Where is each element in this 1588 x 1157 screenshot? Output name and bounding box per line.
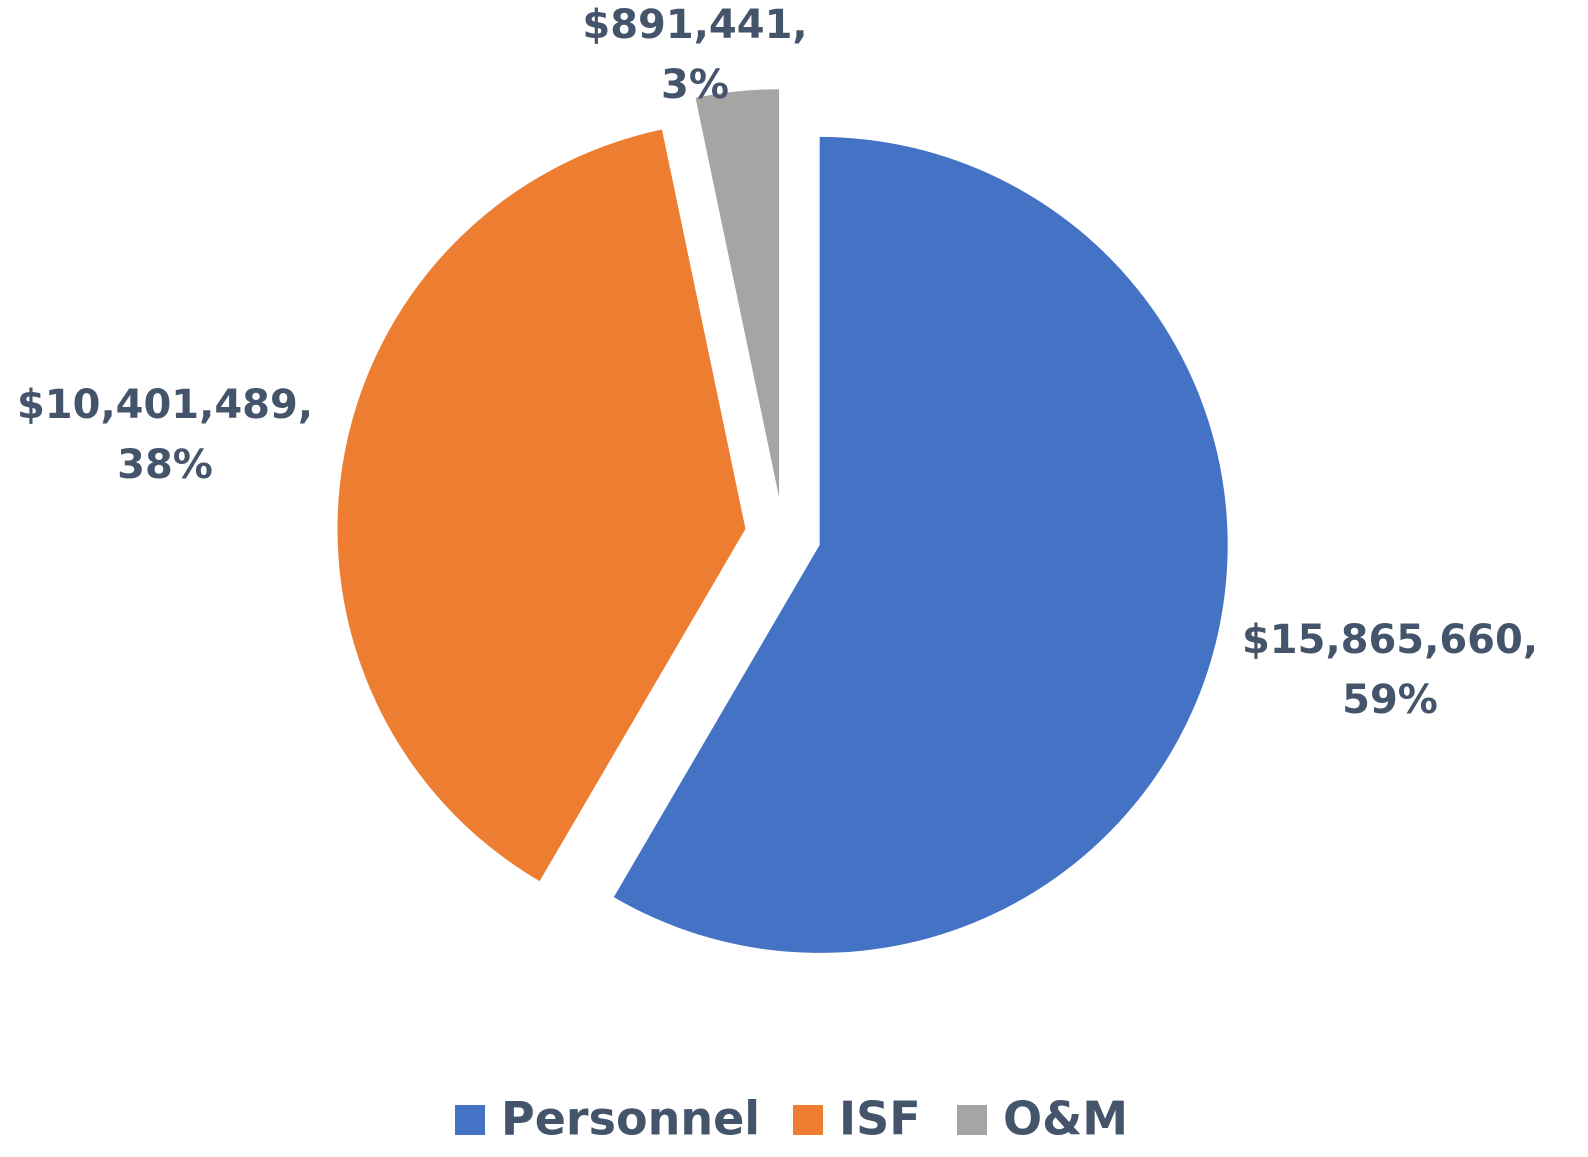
data-label: $10,401,489, 38% bbox=[16, 382, 314, 488]
pie-slice bbox=[613, 136, 1228, 953]
label-box: $15,865,660, 59% bbox=[1241, 617, 1539, 723]
data-label: $15,865,660, 59% bbox=[1241, 617, 1539, 723]
pie-slice bbox=[337, 129, 746, 882]
legend-swatch bbox=[957, 1105, 987, 1135]
legend-swatch bbox=[793, 1105, 823, 1135]
legend-label: Personnel bbox=[501, 1092, 760, 1146]
label-box: $891,441, 3% bbox=[582, 2, 808, 108]
legend-label: ISF bbox=[839, 1092, 921, 1146]
pie-slice bbox=[695, 89, 780, 498]
legend-label: O&M bbox=[1003, 1092, 1128, 1146]
legend-swatch bbox=[455, 1105, 485, 1135]
label-box: $10,401,489, 38% bbox=[16, 382, 314, 488]
data-label: $891,441, 3% bbox=[582, 2, 808, 108]
